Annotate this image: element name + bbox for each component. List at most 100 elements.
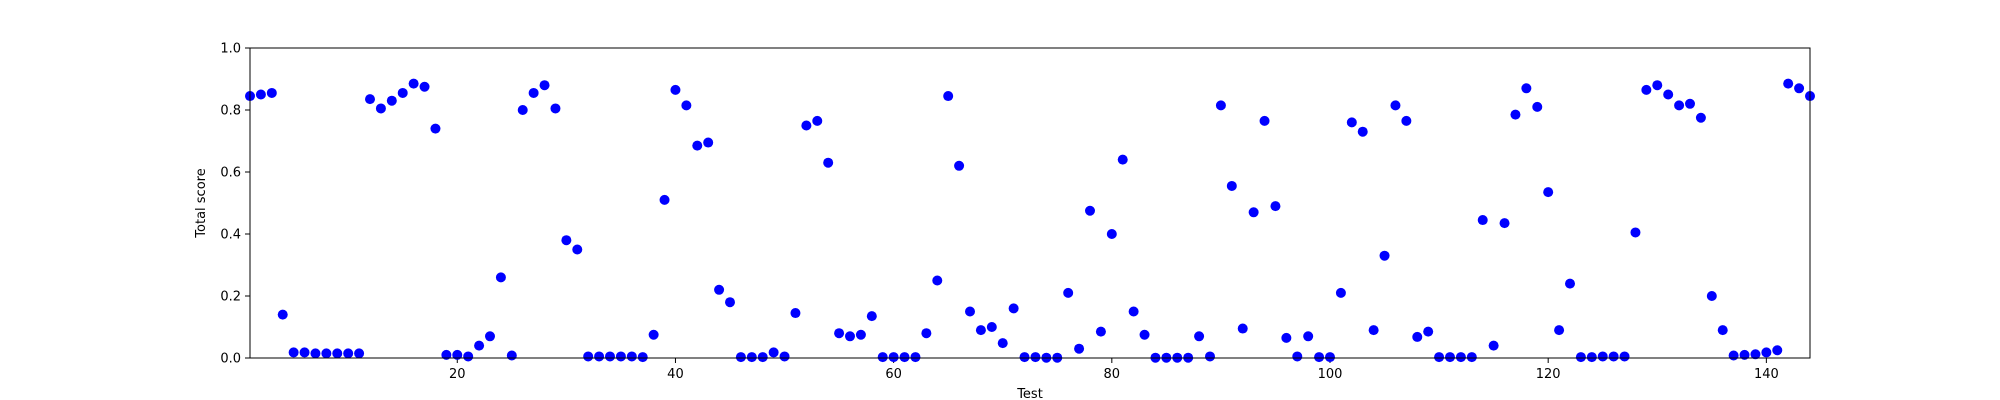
data-point [1215, 100, 1226, 111]
data-point [637, 352, 648, 363]
data-point [1783, 78, 1794, 89]
data-point [1194, 331, 1205, 342]
x-tick-label: 120 [1536, 367, 1561, 382]
data-point [299, 347, 310, 358]
data-point [419, 81, 430, 92]
data-point [1303, 331, 1314, 342]
data-point [1434, 352, 1445, 363]
data-point [528, 87, 539, 98]
data-point [1106, 229, 1117, 239]
data-point [1270, 201, 1281, 212]
data-point [1488, 340, 1499, 351]
data-point [1455, 352, 1466, 363]
data-point [517, 105, 528, 115]
data-point [790, 308, 801, 319]
data-point [1597, 351, 1608, 362]
data-point [495, 272, 506, 283]
data-point [1248, 207, 1259, 218]
x-tick-label: 140 [1754, 367, 1779, 382]
data-point [485, 331, 495, 342]
data-point [921, 328, 932, 339]
data-point [1772, 345, 1783, 356]
data-point [1423, 326, 1434, 337]
data-point [1554, 325, 1565, 336]
x-tick-label: 80 [1104, 367, 1121, 382]
data-point [1477, 215, 1488, 226]
data-point [1565, 278, 1575, 289]
data-point [572, 244, 583, 255]
data-point [1652, 80, 1663, 91]
data-point [321, 348, 332, 359]
data-point [288, 347, 299, 358]
data-point [1717, 325, 1728, 336]
data-point [845, 331, 855, 342]
data-point [681, 100, 692, 111]
data-point [834, 328, 845, 339]
data-point [343, 348, 354, 359]
y-tick-label: 1.0 [220, 42, 241, 57]
data-point [539, 80, 550, 91]
data-point [866, 311, 877, 322]
data-point [332, 348, 343, 359]
data-point [1335, 287, 1346, 298]
data-point [365, 94, 375, 105]
data-point [550, 103, 561, 114]
x-tick-label: 40 [667, 367, 684, 382]
data-point [888, 352, 899, 363]
data-point [626, 351, 637, 362]
data-point [899, 352, 910, 363]
data-point [1706, 291, 1717, 301]
data-point [1401, 115, 1412, 126]
data-point [1325, 352, 1335, 363]
data-point [1259, 115, 1270, 126]
data-point [1575, 352, 1586, 363]
data-point [1794, 83, 1805, 94]
data-point [965, 306, 975, 317]
data-point [1139, 329, 1150, 340]
data-point [714, 284, 725, 295]
data-point [1761, 347, 1772, 358]
data-point [746, 352, 757, 363]
data-point [1608, 351, 1619, 362]
data-point [1314, 352, 1325, 363]
data-points [245, 78, 1815, 363]
x-tick-label: 20 [449, 367, 466, 382]
data-point [310, 348, 321, 359]
data-point [1641, 84, 1652, 95]
y-tick-label: 0.4 [220, 228, 241, 243]
data-point [1281, 332, 1292, 343]
data-point [452, 349, 463, 360]
data-point [757, 352, 768, 363]
data-point [910, 352, 921, 363]
y-tick-label: 0.0 [220, 352, 241, 367]
data-point [943, 91, 954, 102]
data-point [1019, 352, 1030, 363]
data-point [408, 78, 419, 89]
data-point [877, 352, 888, 363]
data-point [954, 160, 965, 171]
data-point [1074, 343, 1085, 354]
x-tick-label: 60 [885, 367, 902, 382]
data-point [255, 89, 266, 100]
data-point [1346, 117, 1357, 128]
data-point [506, 350, 517, 361]
data-point [986, 322, 997, 332]
data-point [1674, 100, 1685, 111]
data-point [386, 95, 397, 106]
data-point [354, 348, 365, 359]
data-point [1117, 154, 1128, 165]
data-point [463, 351, 474, 362]
data-point [1379, 250, 1390, 261]
data-point [648, 329, 659, 340]
data-point [561, 235, 572, 246]
data-point [1750, 349, 1761, 360]
data-point [1510, 109, 1521, 120]
data-point [1412, 331, 1423, 342]
y-tick-label: 0.6 [220, 166, 241, 181]
data-point [670, 84, 681, 95]
data-point [583, 351, 594, 362]
data-point [1630, 227, 1641, 238]
data-point [1466, 352, 1477, 363]
data-point [1532, 101, 1543, 112]
data-point [1586, 352, 1597, 363]
